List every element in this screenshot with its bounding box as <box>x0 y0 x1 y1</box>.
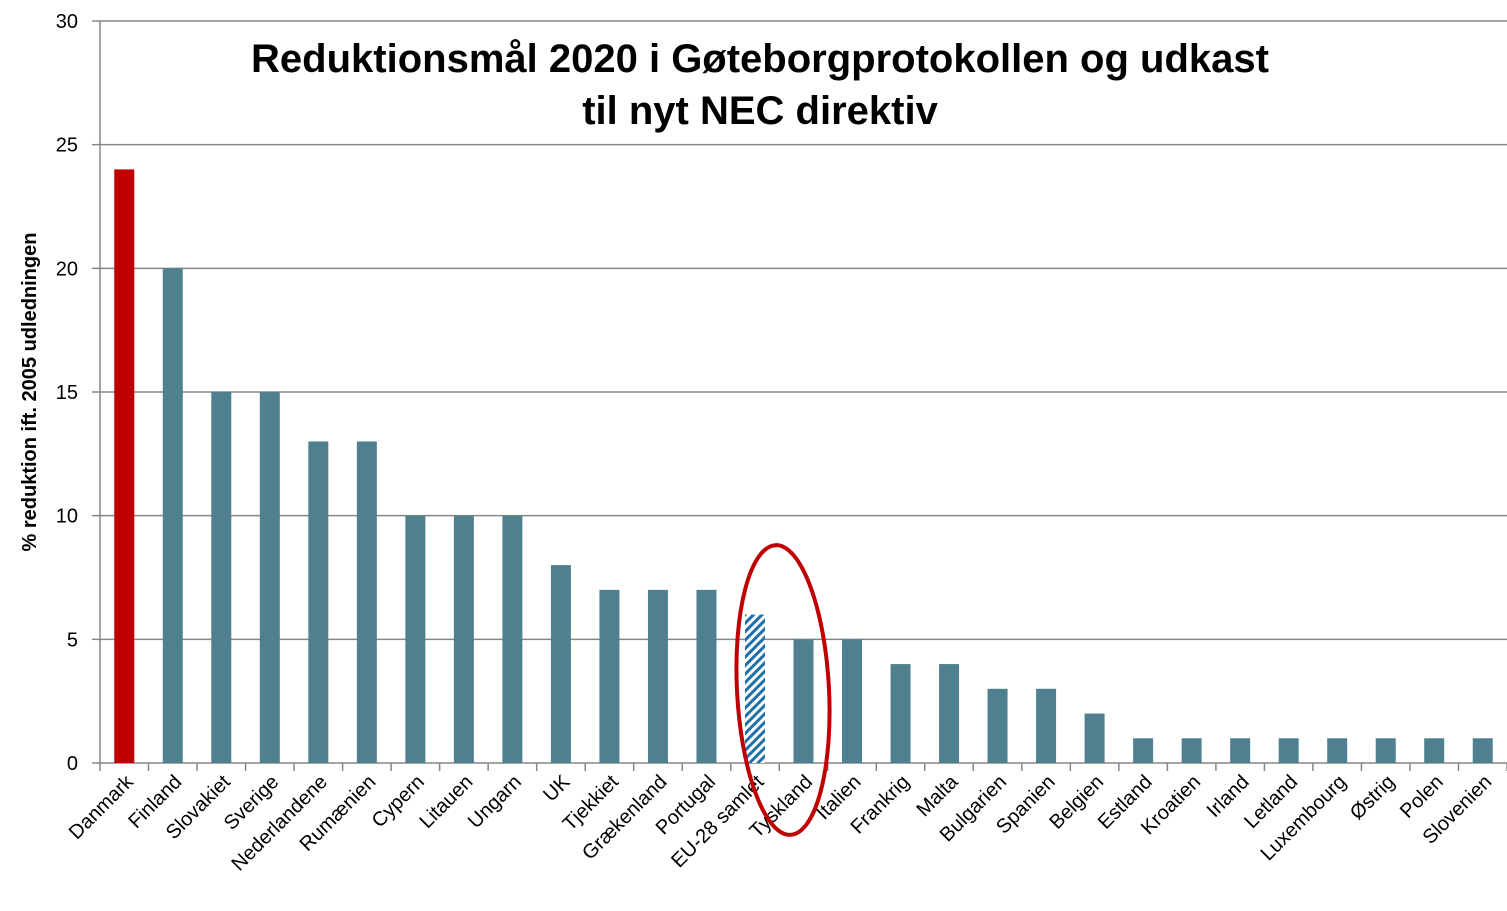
bar <box>114 169 135 763</box>
bar <box>744 614 765 763</box>
bar <box>405 515 426 763</box>
bar <box>162 268 183 763</box>
bar <box>211 392 232 763</box>
y-axis-label: % reduktion ift. 2005 udledningen <box>19 233 41 552</box>
bar <box>890 664 911 763</box>
bar <box>1327 738 1348 763</box>
bar <box>259 392 280 763</box>
bar <box>1375 738 1396 763</box>
bar <box>987 688 1008 763</box>
x-tick-label: UK <box>539 771 575 807</box>
bar <box>842 639 863 763</box>
bar <box>1424 738 1445 763</box>
bar <box>1084 713 1105 763</box>
bar <box>1278 738 1299 763</box>
bar <box>696 589 717 763</box>
bar <box>647 589 668 763</box>
y-tick-label: 25 <box>56 135 78 157</box>
y-tick-label: 0 <box>67 753 78 775</box>
chart-title: Reduktionsmål 2020 i Gøteborgprotokollen… <box>251 37 1269 133</box>
y-tick-label: 10 <box>56 506 78 528</box>
x-tick-label: Østrig <box>1346 771 1399 824</box>
bar <box>599 589 620 763</box>
bar <box>1181 738 1202 763</box>
bar <box>793 639 814 763</box>
title-line: til nyt NEC direktiv <box>582 89 938 133</box>
bar <box>939 664 960 763</box>
x-tick-label: Litauen <box>415 771 477 833</box>
bar <box>1133 738 1154 763</box>
bar <box>356 441 377 763</box>
title-line: Reduktionsmål 2020 i Gøteborgprotokollen… <box>251 37 1269 81</box>
bar <box>308 441 329 763</box>
bar <box>1036 688 1057 763</box>
bar <box>502 515 523 763</box>
y-tick-label: 15 <box>56 382 78 404</box>
bar <box>550 565 571 763</box>
bar <box>1472 738 1493 763</box>
x-tick-label: Danmark <box>65 770 139 844</box>
x-tick-label: Ungarn <box>464 771 526 833</box>
bar <box>453 515 474 763</box>
y-tick-label: 20 <box>56 258 78 280</box>
bar <box>1230 738 1251 763</box>
highlight-ellipse <box>734 543 832 837</box>
y-tick-label: 30 <box>56 11 78 33</box>
y-tick-label: 5 <box>67 629 78 651</box>
